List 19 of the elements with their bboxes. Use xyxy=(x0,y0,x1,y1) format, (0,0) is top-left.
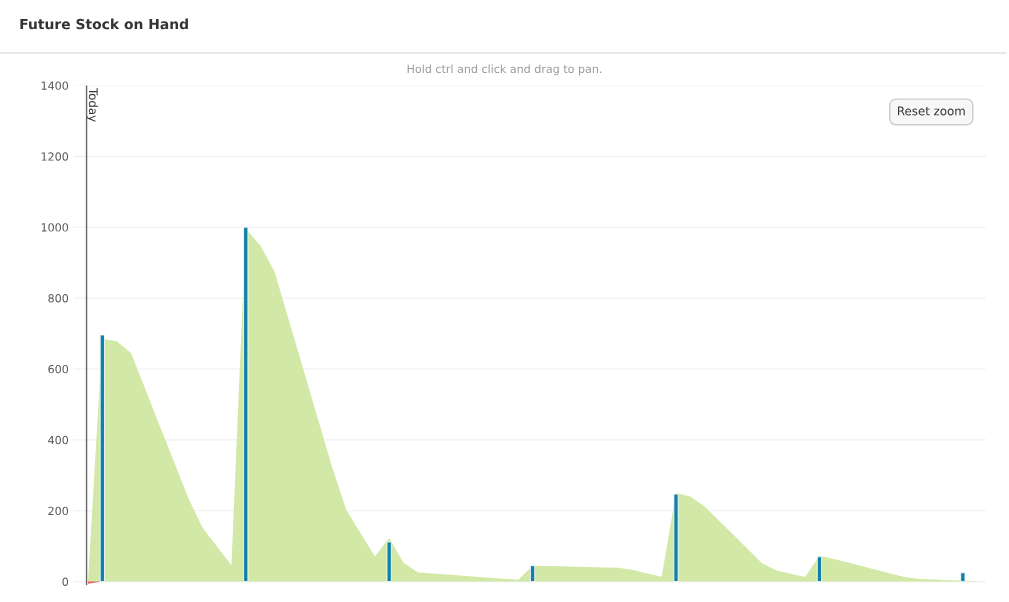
bar xyxy=(243,226,249,583)
bar xyxy=(673,493,679,583)
annotation: Today xyxy=(86,87,98,122)
y-tick-label: 600 xyxy=(48,364,69,374)
y-tick-label: 400 xyxy=(48,435,69,445)
text: Hold ctrl and click and drag to pan. xyxy=(407,64,602,76)
bar xyxy=(816,556,822,583)
bar xyxy=(960,572,966,583)
bar xyxy=(530,565,536,583)
y-tick-label: 800 xyxy=(48,294,69,303)
annotation: Reset zoom xyxy=(898,106,965,116)
y-tick-label: 1400 xyxy=(41,81,69,90)
bar xyxy=(386,541,392,583)
bar xyxy=(99,334,105,583)
y-tick-label: 1000 xyxy=(41,223,69,232)
y-tick-label: 1200 xyxy=(41,152,69,161)
y-tick-label: 200 xyxy=(48,506,69,516)
chart-title: Future Stock on Hand xyxy=(20,18,188,30)
y-tick-label: 0 xyxy=(62,577,69,586)
